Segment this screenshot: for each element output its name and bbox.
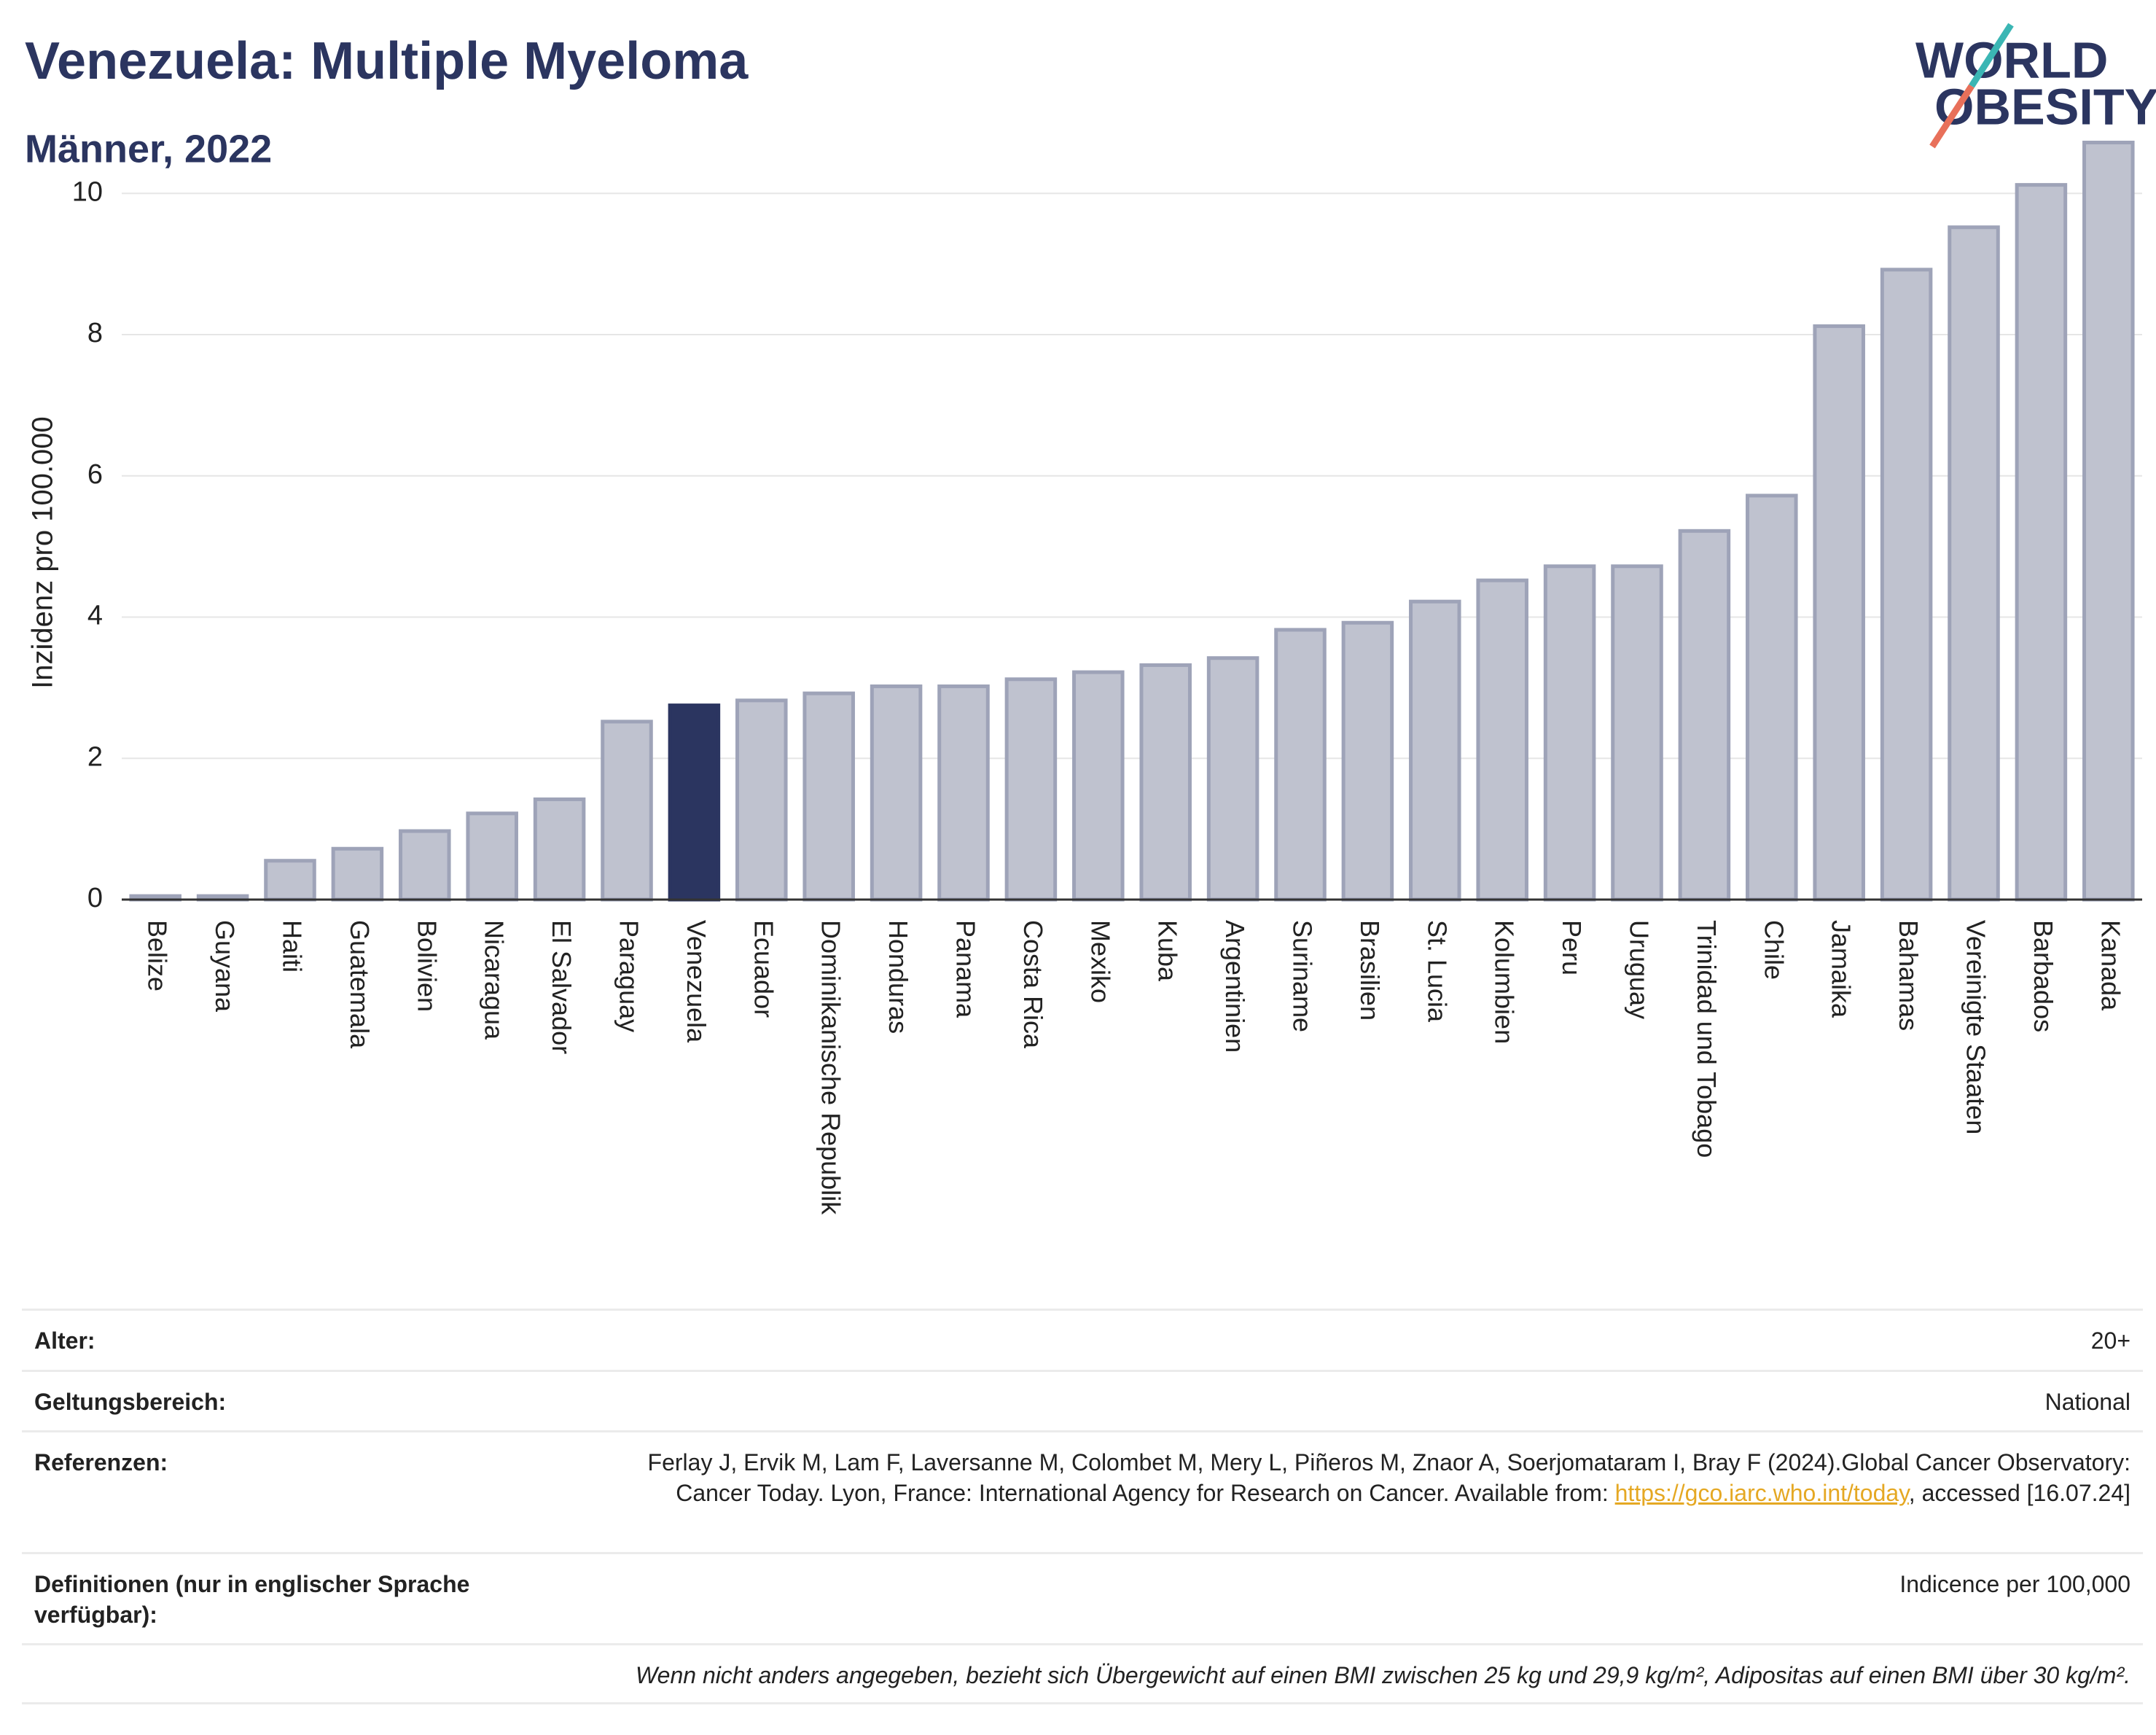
x-tick-label: Ecuador [749, 920, 778, 1018]
info-label: Alter: [34, 1327, 95, 1354]
x-tick-label: Jamaika [1827, 920, 1856, 1018]
info-row: Wenn nicht anders angegeben, bezieht sic… [22, 1643, 2143, 1704]
bar [1409, 599, 1461, 902]
y-tick-label: 10 [72, 176, 103, 207]
bar [601, 720, 653, 902]
info-label: Definitionen (nur in englischer Sprache … [34, 1571, 470, 1628]
bar [264, 859, 316, 902]
bar [1611, 564, 1663, 902]
y-tick-label: 6 [87, 459, 103, 490]
bar [1880, 268, 1933, 902]
info-value: 20+ [2090, 1327, 2130, 1354]
bar [1274, 628, 1327, 902]
bar [1341, 620, 1394, 902]
bar [466, 811, 518, 902]
bar [802, 691, 855, 902]
x-tick-label: Honduras [883, 920, 913, 1034]
y-tick-label: 8 [87, 318, 103, 348]
x-tick-label: Chile [1759, 920, 1789, 980]
info-label: Geltungsbereich: [34, 1389, 227, 1415]
reference-text: Ferlay J, Ervik M, Lam F, Laversanne M, … [647, 1449, 2130, 1506]
y-axis-label: Inzidenz pro 100.000 [27, 416, 59, 689]
x-tick-label: Uruguay [1624, 920, 1654, 1019]
bar [1543, 564, 1596, 902]
x-tick-label: Guyana [210, 920, 240, 1013]
bar [1206, 656, 1259, 902]
chart-subtitle: Männer, 2022 [25, 127, 272, 171]
x-tick-label: Barbados [2028, 920, 2058, 1032]
x-tick-label: El Salvador [547, 920, 577, 1054]
bar [2015, 183, 2068, 902]
bar [735, 698, 788, 902]
x-tick-label: Suriname [1287, 920, 1317, 1032]
x-tick-label: Bahamas [1894, 920, 1923, 1031]
bar [1072, 670, 1125, 902]
info-row: Referenzen: Ferlay J, Ervik M, Lam F, La… [22, 1430, 2143, 1552]
x-tick-label: Haiti [277, 920, 307, 972]
bar [533, 797, 586, 902]
note: Wenn nicht anders angegeben, bezieht sic… [636, 1662, 2130, 1688]
reference-link[interactable]: https://gco.iarc.who.int/today [1614, 1480, 1909, 1506]
bar [2082, 141, 2135, 902]
bar [1139, 663, 1192, 902]
bar [399, 829, 451, 902]
bar [1746, 494, 1798, 902]
info-row: Alter: 20+ [22, 1309, 2143, 1370]
x-tick-label: Kolumbien [1490, 920, 1520, 1044]
x-tick-label: Argentinien [1220, 920, 1250, 1053]
bar [1678, 529, 1731, 902]
x-tick-label: Kuba [1153, 920, 1183, 982]
x-tick-label: Paraguay [614, 920, 644, 1032]
x-tick-label: Kanada [2096, 920, 2125, 1011]
x-tick-label: Brasilien [1355, 920, 1385, 1021]
x-tick-label: Bolivien [412, 920, 442, 1012]
x-tick-label: Venezuela [681, 920, 711, 1043]
bar [1476, 578, 1528, 902]
logo-slash [1969, 23, 2014, 88]
bar [668, 703, 721, 902]
info-row: Definitionen (nur in englischer Sprache … [22, 1552, 2143, 1643]
logo-slash [1929, 84, 1975, 149]
info-row: Geltungsbereich: National [22, 1370, 2143, 1430]
info-value: National [2044, 1389, 2130, 1415]
bar [870, 684, 923, 902]
x-tick-label: Dominikanische Republik [816, 920, 846, 1215]
logo-text: WORLD [1915, 31, 2108, 88]
info-value: Indicence per 100,000 [1899, 1571, 2130, 1597]
x-tick-label: St. Lucia [1422, 920, 1452, 1023]
x-tick-label: Vereinigte Staaten [1961, 920, 1991, 1134]
y-tick-label: 2 [87, 741, 103, 772]
x-tick-label: Peru [1557, 920, 1587, 975]
chart-title: Venezuela: Multiple Myeloma [25, 32, 749, 90]
bar [1004, 677, 1058, 902]
bar [1948, 225, 2000, 902]
x-tick-label: Guatemala [345, 920, 375, 1049]
y-tick-label: 4 [87, 601, 103, 631]
x-tick-label: Nicaragua [480, 920, 509, 1040]
x-tick-label: Costa Rica [1018, 920, 1048, 1049]
x-tick-label: Belize [143, 920, 173, 991]
x-tick-label: Trinidad und Tobago [1692, 920, 1722, 1158]
chart: Venezuela: Multiple Myeloma Männer, 2022… [25, 23, 2156, 1215]
bar [331, 846, 384, 902]
reference-text: , accessed [16.07.24] [1908, 1480, 2130, 1506]
bar [937, 684, 990, 902]
x-tick-label: Panama [950, 920, 980, 1018]
y-tick-label: 0 [87, 883, 103, 913]
x-tick-label: Mexiko [1085, 920, 1115, 1003]
info-label: Referenzen: [34, 1449, 168, 1475]
info-value: Ferlay J, Ervik M, Lam F, Laversanne M, … [600, 1447, 2130, 1508]
bar [1813, 324, 1865, 902]
